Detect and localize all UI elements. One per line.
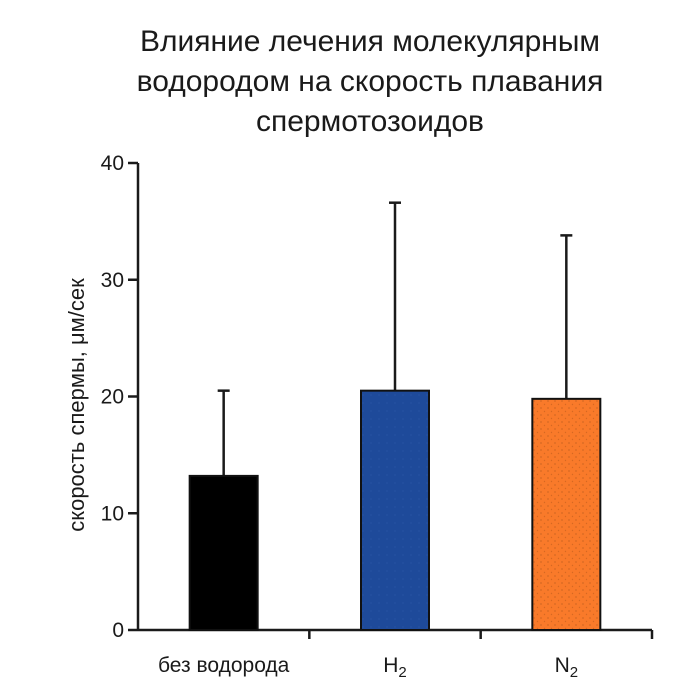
x-category-label-0: без водорода <box>158 654 290 677</box>
bar-texture-2 <box>533 399 600 629</box>
bar-0 <box>188 474 259 632</box>
x-category-label-2: N2 <box>555 654 579 681</box>
chart-title-line-3: спермотозоидов <box>255 105 484 138</box>
bar-texture-1 <box>362 391 428 629</box>
y-tick-label-4: 40 <box>101 152 124 175</box>
y-tick-label-0: 0 <box>112 619 124 642</box>
x-category-label-1: H2 <box>383 654 407 681</box>
chart-title-line-1: Влияние лечения молекулярным <box>139 25 601 58</box>
y-tick-label-3: 30 <box>101 269 124 292</box>
y-tick-label-1: 10 <box>101 502 124 525</box>
chart-title: Влияние лечения молекулярным водородом н… <box>60 22 680 142</box>
y-axis-label: скорость спермы, μм/сек <box>64 278 89 532</box>
y-tick-label-2: 20 <box>101 386 124 409</box>
chart-title-line-2: водородом на скорость плавания <box>136 65 604 98</box>
plot-area: 0 10 20 30 40 без водорода H2 N2 <box>101 152 654 681</box>
